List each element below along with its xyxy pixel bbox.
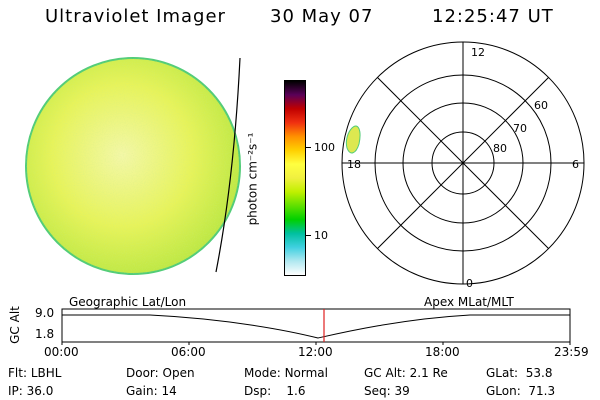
polar-plot: 12 18 6 0 60 70 80 (341, 41, 585, 290)
timeline-xtick-0: 00:00 (44, 345, 79, 359)
status-ip: IP: 36.0 (8, 384, 54, 398)
altitude-curve (62, 314, 570, 339)
status-mode: Mode: Normal (244, 366, 328, 380)
polar-label-6: 6 (572, 158, 579, 171)
status-gcalt: GC Alt: 2.1 Re (364, 366, 448, 380)
timeline-left-caption: Geographic Lat/Lon (69, 295, 187, 309)
status-flt-value: LBHL (30, 366, 62, 380)
timeline-xtick-2: 12:00 (298, 345, 333, 359)
status-door: Door: Open (126, 366, 195, 380)
status-seq-value: 39 (394, 384, 410, 398)
time-label: 12:25:47 UT (432, 6, 554, 27)
timeline-xtick-1: 06:00 (171, 345, 206, 359)
timeline-ytick-top: 9.0 (35, 306, 55, 320)
status-flt: Flt: LBHL (8, 366, 62, 380)
status-dsp: Dsp: 1.6 (244, 384, 306, 398)
status-ip-value: 36.0 (26, 384, 54, 398)
status-gcalt-value: 2.1 Re (409, 366, 448, 380)
polar-label-0: 0 (466, 277, 473, 290)
status-gain: Gain: 14 (126, 384, 177, 398)
aurora-patch (345, 125, 361, 154)
colorbar-unit-label: photon cm⁻²s⁻¹ (245, 132, 260, 226)
status-seq: Seq: 39 (364, 384, 410, 398)
polar-label-80: 80 (493, 142, 507, 155)
colorbar-tick-10: 10 (314, 229, 328, 242)
status-glat-value: 53.8 (525, 366, 553, 380)
status-dsp-value: 1.6 (286, 384, 306, 398)
date-label: 30 May 07 (270, 6, 374, 27)
status-glon: GLon: 71.3 (486, 384, 556, 398)
timeline-ytick-bottom: 1.8 (35, 327, 55, 341)
status-glat: GLat: 53.8 (486, 366, 553, 380)
status-door-value: Open (162, 366, 195, 380)
instrument-title: Ultraviolet Imager (45, 6, 226, 27)
colorbar (284, 80, 306, 276)
polar-label-60: 60 (534, 99, 548, 112)
timeline-xtick-3: 18:00 (425, 345, 460, 359)
polar-label-70: 70 (513, 122, 527, 135)
colorbar-tick-100: 100 (314, 141, 335, 154)
colorbar-tickmark-10 (306, 235, 311, 236)
timeline-right-caption: Apex MLat/MLT (424, 295, 514, 309)
polar-label-18: 18 (347, 158, 361, 171)
status-gain-value: 14 (161, 384, 177, 398)
altitude-timeline (61, 308, 571, 345)
status-glon-value: 71.3 (528, 384, 556, 398)
terminator-line (215, 57, 241, 273)
status-mode-value: Normal (284, 366, 328, 380)
timeline-xtick-4: 23:59 (554, 345, 589, 359)
colorbar-tickmark-100 (306, 147, 311, 148)
polar-label-12: 12 (471, 46, 485, 59)
earth-disk-image (25, 57, 241, 275)
